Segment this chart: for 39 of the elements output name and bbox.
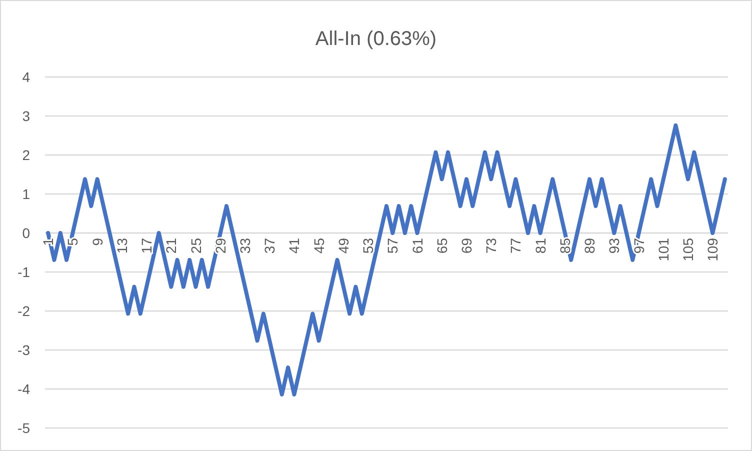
x-tick-label: 53 xyxy=(360,238,376,254)
y-tick-label: 1 xyxy=(22,186,30,202)
y-tick-label: -3 xyxy=(18,342,30,358)
y-tick-label: -5 xyxy=(18,420,30,436)
x-tick-label: 77 xyxy=(508,238,524,254)
x-tick-label: 17 xyxy=(138,238,155,254)
x-tick-label: 81 xyxy=(532,238,548,254)
y-tick-label: -4 xyxy=(18,380,30,397)
y-tick-label: -1 xyxy=(18,264,30,280)
x-tick-label: 57 xyxy=(384,238,401,254)
y-tick-label: 3 xyxy=(22,108,30,124)
x-tick-label: 65 xyxy=(434,238,450,254)
x-tick-label: 97 xyxy=(630,238,647,254)
x-tick-label: 29 xyxy=(212,238,228,254)
x-tick-label: 89 xyxy=(582,238,598,254)
x-tick-label: 37 xyxy=(262,238,278,254)
x-tick-label: 109 xyxy=(704,238,721,262)
y-tick-label: 0 xyxy=(22,224,30,241)
chart-title: All-In (0.63%) xyxy=(315,28,437,50)
x-tick-label: 93 xyxy=(606,238,622,254)
y-tick-label: 4 xyxy=(22,68,30,85)
x-tick-label: 73 xyxy=(483,238,500,254)
x-tick-label: 5 xyxy=(64,238,81,246)
y-tick-label: -2 xyxy=(18,302,30,319)
x-tick-label: 33 xyxy=(236,238,253,254)
x-tick-label: 61 xyxy=(409,238,426,254)
x-tick-label: 21 xyxy=(163,238,180,254)
x-tick-label: 1 xyxy=(40,238,56,246)
x-tick-label: 45 xyxy=(310,238,327,254)
x-tick-label: 49 xyxy=(335,238,352,254)
x-tick-label: 69 xyxy=(458,238,474,254)
x-tick-label: 101 xyxy=(655,238,672,262)
y-tick-label: 2 xyxy=(22,146,30,163)
x-tick-label: 13 xyxy=(114,238,130,254)
x-tick-label: 105 xyxy=(680,238,696,262)
x-tick-label: 85 xyxy=(556,238,573,254)
x-tick-label: 41 xyxy=(286,238,302,254)
x-tick-label: 9 xyxy=(89,238,106,246)
x-tick-label: 25 xyxy=(188,238,204,254)
